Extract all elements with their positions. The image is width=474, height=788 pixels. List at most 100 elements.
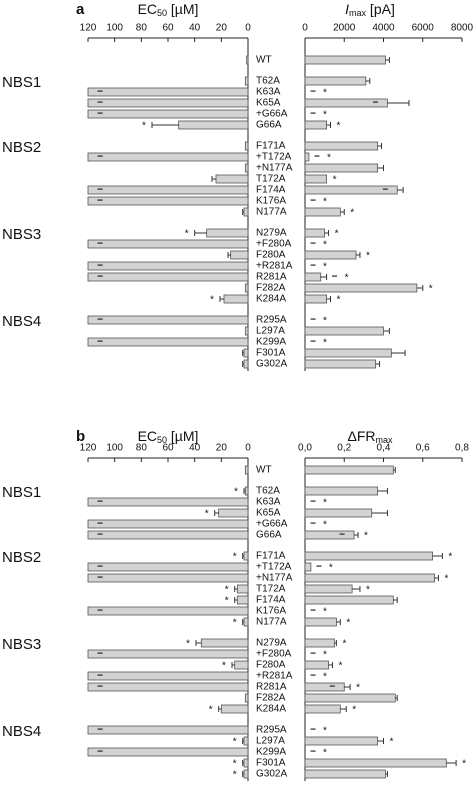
category-label: R295A — [256, 315, 287, 326]
bar — [87, 671, 249, 681]
significance-mark: * — [364, 531, 368, 542]
bar — [215, 174, 249, 184]
category-label: G66A — [256, 530, 282, 541]
category-label: K284A — [256, 294, 286, 305]
category-label: K299A — [256, 337, 286, 348]
no-response-mark: − — [339, 530, 345, 541]
no-response-mark: − — [310, 671, 316, 682]
no-response-mark: − — [310, 261, 316, 272]
category-label: N177A — [256, 207, 287, 218]
no-response-mark: − — [97, 152, 103, 163]
category-label: +R281A — [256, 261, 293, 272]
category-label: R281A — [256, 272, 287, 283]
x-tick-label: 8000 — [451, 23, 474, 34]
category-label: +T172A — [256, 152, 292, 163]
significance-mark: * — [323, 498, 327, 509]
significance-mark: * — [333, 175, 337, 186]
bar — [87, 98, 249, 108]
no-response-mark: − — [310, 747, 316, 758]
x-tick-label: 0 — [302, 23, 308, 34]
bar — [304, 769, 386, 779]
significance-mark: * — [350, 208, 354, 219]
no-response-mark: − — [97, 519, 103, 530]
axis-title-main: ΔFR — [347, 428, 375, 444]
significance-mark: * — [323, 316, 327, 327]
bar — [87, 606, 249, 616]
bar — [223, 294, 249, 304]
x-tick-label: 0,0 — [298, 443, 312, 454]
significance-mark: * — [323, 197, 327, 208]
significance-mark: * — [185, 229, 189, 240]
bar — [87, 315, 249, 325]
category-label: K176A — [256, 606, 286, 617]
bar — [87, 152, 249, 162]
significance-mark: * — [323, 110, 327, 121]
bar — [87, 519, 249, 529]
bar — [304, 163, 379, 173]
significance-mark: * — [444, 574, 448, 585]
category-label: L297A — [256, 326, 285, 337]
significance-mark: * — [209, 705, 213, 716]
category-label: F280A — [256, 660, 286, 671]
bar — [87, 649, 249, 659]
bar — [87, 573, 249, 583]
category-label: K176A — [256, 196, 286, 207]
category-label: L297A — [256, 736, 285, 747]
x-tick-label: 100 — [106, 443, 123, 454]
bar — [304, 551, 433, 561]
category-label: +G66A — [256, 519, 288, 530]
category-label: WT — [256, 55, 272, 66]
x-tick-label: 40 — [189, 23, 201, 34]
significance-mark: * — [225, 585, 229, 596]
bar — [304, 152, 310, 162]
bar — [87, 109, 249, 119]
bar — [87, 261, 249, 271]
category-label: +N177A — [256, 163, 293, 174]
no-response-mark: − — [316, 562, 322, 573]
category-label: T172A — [256, 584, 286, 595]
bar — [304, 584, 353, 594]
category-label: K63A — [256, 497, 281, 508]
category-label: F171A — [256, 551, 286, 562]
category-label: +R281A — [256, 671, 293, 682]
x-tick-label: 0,8 — [455, 443, 469, 454]
category-label: T62A — [256, 486, 280, 497]
bar — [200, 638, 249, 648]
bar — [87, 196, 249, 206]
bar — [243, 736, 249, 746]
significance-mark: * — [225, 596, 229, 607]
category-label: F174A — [256, 185, 286, 196]
bar — [304, 573, 435, 583]
category-label: F301A — [256, 758, 286, 769]
no-response-mark: − — [97, 87, 103, 98]
bar — [244, 163, 249, 173]
axis-title-main: I — [345, 1, 349, 17]
no-response-mark: − — [310, 87, 316, 98]
bar — [244, 76, 249, 86]
bar — [87, 530, 249, 540]
bar — [304, 638, 335, 648]
category-label: F301A — [256, 348, 286, 359]
category-label: N177A — [256, 617, 287, 628]
axis-title-main: EC — [138, 1, 157, 17]
category-label: R281A — [256, 682, 287, 693]
significance-mark: * — [233, 552, 237, 563]
axis-title-unit: [pA] — [366, 1, 395, 17]
bar — [218, 508, 249, 518]
category-label: F171A — [256, 141, 286, 152]
no-response-mark: − — [97, 747, 103, 758]
significance-mark: * — [323, 748, 327, 759]
x-tick-label: 120 — [80, 443, 97, 454]
x-tick-label: 0,6 — [416, 443, 430, 454]
bar — [87, 185, 249, 195]
no-response-mark: − — [310, 315, 316, 326]
significance-mark: * — [366, 251, 370, 262]
no-response-mark: − — [310, 239, 316, 250]
bar — [243, 758, 249, 768]
significance-mark: * — [329, 563, 333, 574]
category-label: F174A — [256, 595, 286, 606]
axis-title: ΔFRmax — [347, 428, 393, 446]
category-label: T62A — [256, 76, 280, 87]
bar — [304, 562, 312, 572]
no-response-mark: − — [332, 272, 338, 283]
